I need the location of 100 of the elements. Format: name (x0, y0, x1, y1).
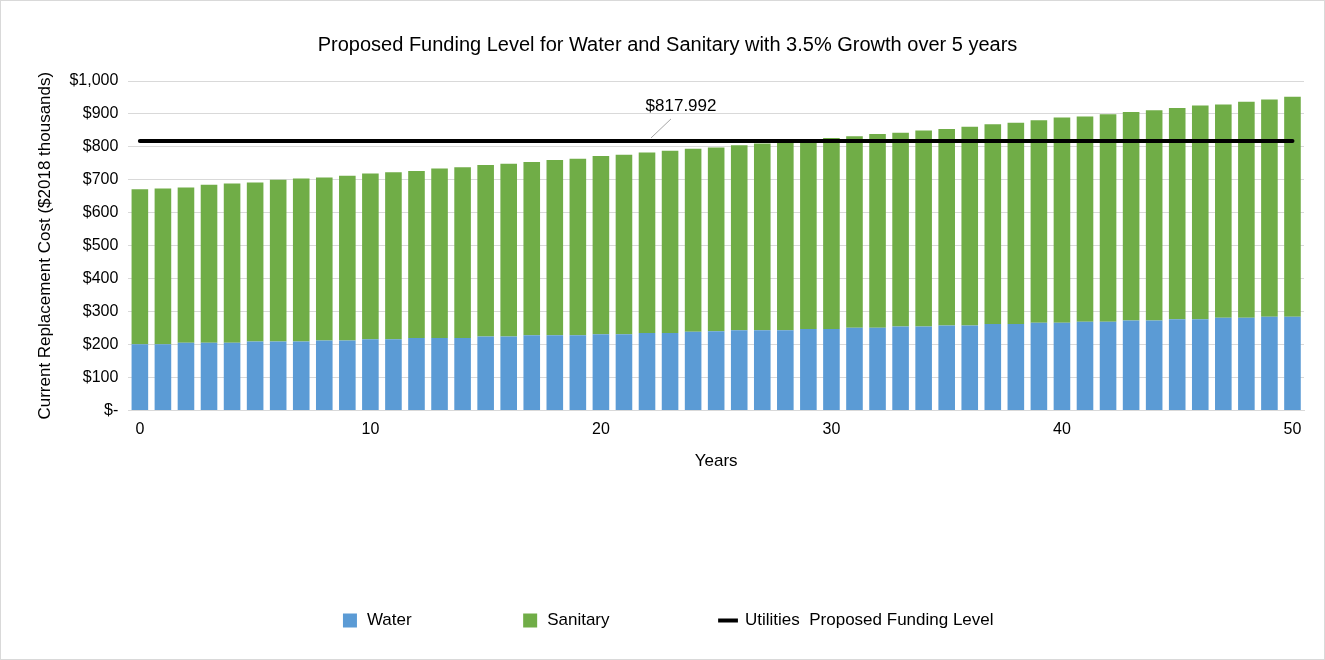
bar (269, 341, 287, 410)
bar (638, 152, 656, 333)
bar (177, 342, 195, 410)
bar (569, 335, 587, 410)
bar (523, 162, 541, 336)
y-tick-label: $900 (82, 104, 119, 122)
bar (1215, 104, 1232, 318)
bar (454, 167, 471, 338)
bar (362, 339, 379, 410)
bar (1122, 111, 1140, 321)
bar (246, 182, 264, 342)
bar (892, 326, 909, 410)
bar (1030, 322, 1048, 410)
bar (1261, 99, 1278, 317)
bar (339, 175, 356, 341)
bar (730, 145, 748, 331)
bar (1238, 317, 1255, 410)
y-tick-label: $600 (82, 203, 119, 221)
bar (615, 334, 633, 410)
bar (500, 163, 517, 337)
bar (1284, 316, 1301, 410)
bar (200, 184, 218, 343)
y-tick-label: $700 (82, 170, 119, 188)
bar (1099, 321, 1117, 410)
y-tick-label: $100 (82, 367, 119, 385)
bar (1215, 317, 1232, 410)
bar (707, 331, 725, 410)
bar (938, 129, 955, 326)
bar (1168, 319, 1186, 410)
bar (684, 148, 702, 332)
bar (1053, 322, 1071, 410)
bar (523, 335, 541, 410)
bar (1099, 114, 1117, 322)
y-tick-label: $500 (82, 236, 119, 254)
bar (315, 177, 333, 341)
bar (753, 330, 771, 410)
bar (385, 339, 402, 410)
bar (1238, 101, 1255, 318)
bar (154, 188, 172, 345)
x-tick-label: 10 (361, 420, 380, 438)
x-axis-title: Years (694, 451, 738, 471)
bar (1030, 120, 1048, 323)
bar (500, 336, 517, 410)
y-tick-label: $200 (82, 334, 119, 352)
bar (1168, 108, 1186, 320)
bar (385, 172, 402, 340)
bar (846, 327, 863, 410)
bar (1053, 117, 1071, 323)
bar (823, 329, 840, 410)
bar (592, 156, 610, 335)
bar (431, 337, 448, 410)
bar (915, 130, 932, 327)
bar (362, 173, 379, 340)
bar (846, 136, 863, 328)
bar (569, 158, 587, 336)
bar (131, 344, 149, 410)
bar (546, 335, 564, 410)
bar (661, 150, 679, 333)
bar (1076, 321, 1094, 410)
bar (477, 165, 494, 337)
bar (223, 183, 241, 343)
bar (1076, 116, 1094, 322)
bar (800, 329, 817, 410)
bar (339, 340, 356, 410)
bar (869, 134, 886, 328)
bar (269, 179, 287, 342)
bar (615, 154, 633, 335)
legend-label: Sanitary (547, 610, 611, 630)
bar (938, 325, 955, 410)
bar (1122, 320, 1140, 410)
bar (177, 187, 195, 343)
x-tick-label: 40 (1053, 420, 1071, 438)
bar (1007, 324, 1025, 410)
bar (1191, 319, 1209, 410)
bar (823, 137, 840, 330)
bar (961, 325, 979, 410)
bar (408, 337, 425, 410)
bar (431, 168, 448, 338)
bar (707, 147, 725, 332)
bar (638, 332, 656, 410)
bar (984, 124, 1002, 325)
bar (915, 326, 932, 410)
x-tick-label: 0 (135, 420, 145, 438)
legend-label: Utilities Proposed Funding Level (745, 610, 994, 630)
bar (730, 330, 748, 410)
bar (200, 342, 218, 410)
bar (454, 337, 471, 410)
bar (246, 341, 264, 410)
bar (984, 324, 1002, 410)
y-tick-label: $800 (82, 137, 119, 155)
bar (1007, 122, 1025, 325)
y-axis-title: Current Replacement Cost ($2018 thousands) (34, 71, 54, 420)
bar (223, 342, 241, 410)
bar (1191, 105, 1209, 320)
bar (477, 336, 494, 410)
bar (1145, 320, 1163, 410)
y-tick-label: $400 (82, 269, 119, 287)
bar (777, 142, 794, 331)
bar (661, 332, 679, 410)
bar (592, 334, 610, 410)
